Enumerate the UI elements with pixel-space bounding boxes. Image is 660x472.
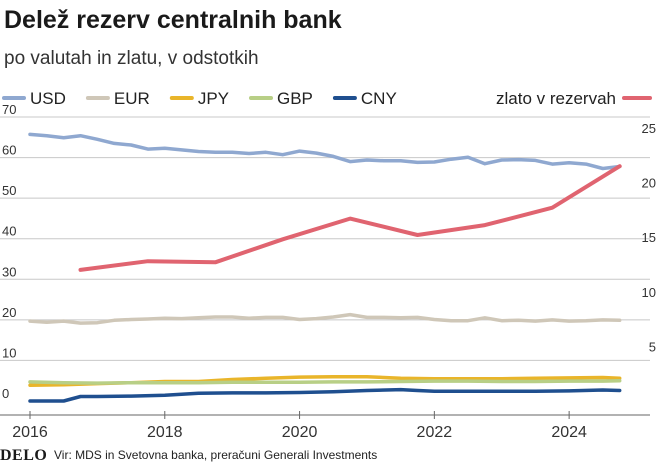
legend: USD EUR JPY GBP CNY zlato v rezervah	[2, 89, 652, 108]
delo-logo: DELO	[0, 447, 48, 464]
y-left-tick-label: 10	[2, 345, 16, 360]
line-chart: USD EUR JPY GBP CNY zlato v rezervah 0 10 20 30 4…	[0, 89, 656, 441]
legend-label: EUR	[114, 89, 150, 108]
y-left-tick-label: 0	[2, 386, 9, 401]
chart-title: Delež rezerv centralnih bank	[4, 6, 342, 34]
source-note: Vir: MDS in Svetovna banka, preračuni Ge…	[54, 448, 378, 462]
x-tick-label: 2016	[12, 424, 48, 441]
x-tick-label: 2020	[282, 424, 318, 441]
y-left-tick-label: 20	[2, 305, 16, 320]
series-line-cny	[28, 387, 622, 403]
legend-label-gold: zlato v rezervah	[496, 89, 616, 108]
y-right-tick-label: 5	[649, 339, 656, 354]
legend-label: USD	[30, 89, 66, 108]
series-line-gbp	[28, 378, 622, 385]
y-right-tick-label: 25	[642, 121, 656, 136]
y-right-tick-label: 10	[642, 285, 656, 300]
footer: DELO Vir: MDS in Svetovna banka, preraču…	[0, 444, 660, 472]
x-tick-label: 2022	[417, 424, 453, 441]
y-left-tick-label: 70	[2, 102, 16, 117]
y-left-tick-label: 50	[2, 183, 16, 198]
x-tick-label: 2018	[147, 424, 183, 441]
series-line-usd	[28, 132, 622, 171]
y-right-tick-label: 15	[642, 230, 656, 245]
series-line-eur	[28, 312, 622, 325]
legend-label: GBP	[277, 89, 313, 108]
y-right-tick-label: 20	[642, 176, 656, 191]
axis-ticks: 0 10 20 30 40 50 60 70 5 10 15 20 25 2016 2018 2020 2022…	[2, 102, 656, 441]
chart-subtitle: po valutah in zlatu, v odstotkih	[4, 48, 259, 69]
legend-label: JPY	[198, 89, 229, 108]
series-line-zlato-v-rezervah	[78, 164, 622, 272]
legend-label: CNY	[361, 89, 397, 108]
y-left-tick-label: 40	[2, 224, 16, 239]
x-tick-label: 2024	[551, 424, 587, 441]
y-left-tick-label: 30	[2, 264, 16, 279]
series-lines	[28, 132, 622, 403]
y-left-tick-label: 60	[2, 143, 16, 158]
